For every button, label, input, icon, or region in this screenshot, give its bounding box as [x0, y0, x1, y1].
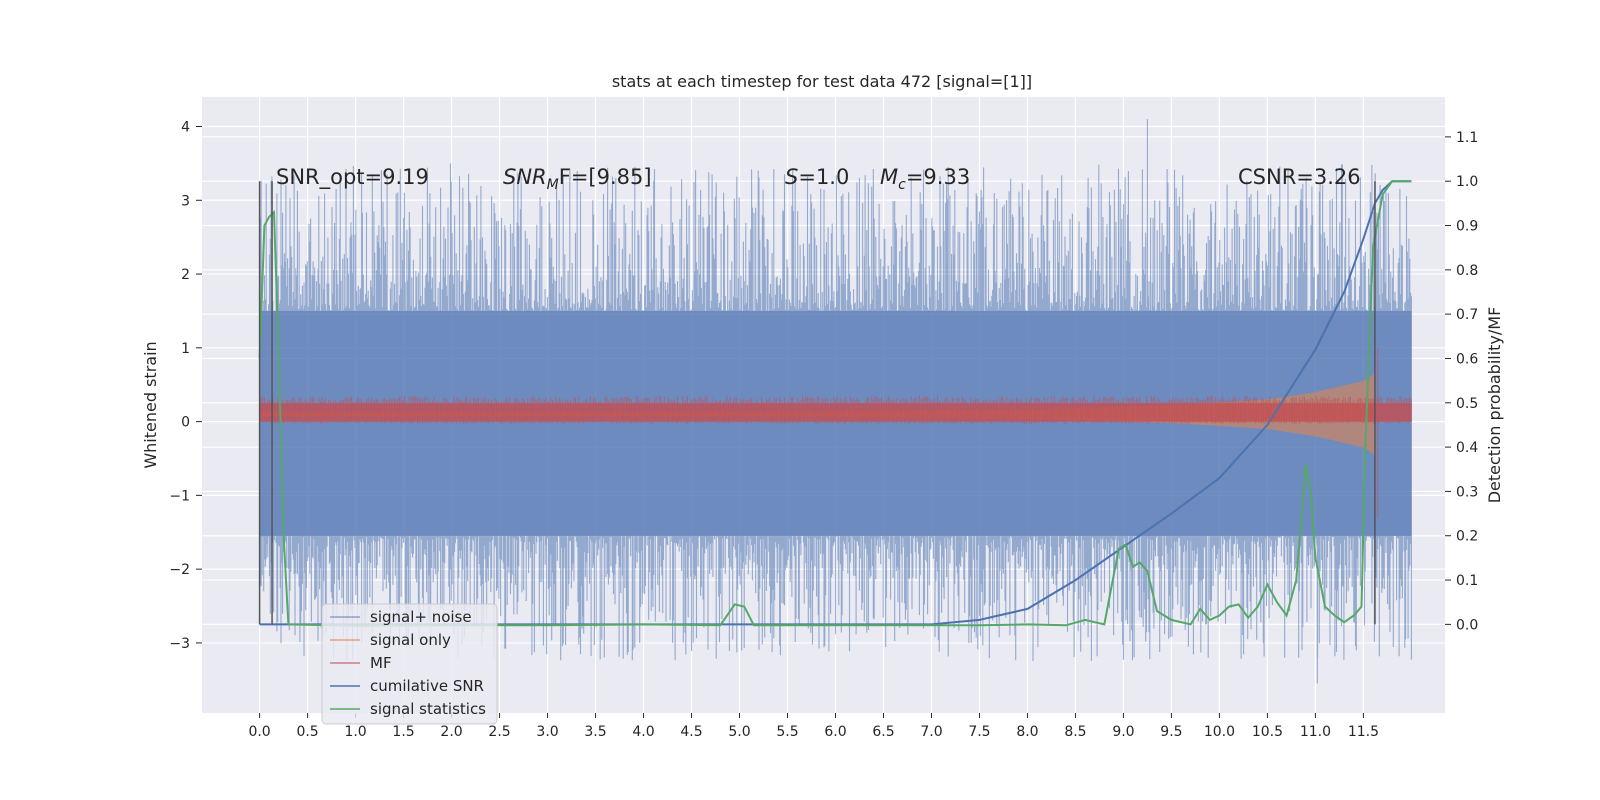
- x-tick-label: 5.0: [728, 724, 750, 740]
- y-tick-label: 2: [181, 267, 190, 283]
- legend-label-signal-statistics: signal statistics: [370, 700, 486, 718]
- x-tick-label: 9.0: [1112, 724, 1134, 740]
- annotation-snr-mf-sub: M: [547, 177, 559, 193]
- series-cumulative-snr: [259, 180, 1412, 626]
- x-tick-label: 9.5: [1160, 724, 1182, 740]
- x-tick-label: 2.0: [440, 724, 462, 740]
- y-tick-label: 4: [181, 120, 190, 136]
- y2-tick-label: 0.5: [1456, 396, 1478, 412]
- legend: signal+ noise signal only MF cumilative …: [321, 603, 498, 725]
- y-tick-label: 0: [181, 415, 190, 431]
- legend-box: [321, 603, 498, 725]
- y2-tick-label: 0.4: [1456, 440, 1478, 456]
- legend-label-mf: MF: [370, 654, 392, 672]
- annotation-snr-mf: SNRMF=[9.85]: [503, 165, 652, 193]
- x-tick-label: 7.0: [920, 724, 942, 740]
- y-axis-label: Whitened strain: [141, 341, 160, 468]
- x-tick-label: 4.0: [632, 724, 654, 740]
- x-tick-label: 3.5: [584, 724, 606, 740]
- y-tick-label: −2: [169, 562, 190, 578]
- y-tick-label: 3: [181, 193, 190, 209]
- annotations: SNR_opt=9.19 SNRMF=[9.85] S=1.0 Mc=9.33 …: [276, 165, 1361, 193]
- y-tick-label: −1: [169, 488, 190, 504]
- x-tick-label: 6.0: [824, 724, 846, 740]
- y2-axis-ticks: 1.1 1.0 0.9 0.8 0.7 0.6 0.5 0.4 0.3 0.2 0.1 0.0: [1445, 130, 1478, 633]
- y2-tick-label: 0.1: [1456, 573, 1478, 589]
- y2-tick-label: 0.3: [1456, 484, 1478, 500]
- annotation-s-rest: =1.0: [798, 165, 849, 189]
- x-tick-label: 10.0: [1204, 724, 1235, 740]
- annotation-mc-rest: =9.33: [906, 165, 970, 189]
- x-tick-label: 1.5: [392, 724, 414, 740]
- chart-title: stats at each timestep for test data 472…: [612, 72, 1032, 91]
- series-layer: [258, 119, 1412, 684]
- annotation-mc: Mc=9.33: [880, 165, 970, 193]
- annotation-csnr: CSNR=3.26: [1238, 165, 1361, 189]
- x-tick-label: 1.0: [344, 724, 366, 740]
- x-tick-label: 11.0: [1300, 724, 1331, 740]
- y2-tick-label: 0.8: [1456, 263, 1478, 279]
- series-signal-statistics: [258, 180, 1412, 627]
- x-tick-label: 2.5: [488, 724, 510, 740]
- x-tick-label: 3.0: [536, 724, 558, 740]
- annotation-s: S=1.0: [785, 165, 849, 189]
- y2-tick-label: 0.9: [1456, 219, 1478, 235]
- y2-tick-label: 0.6: [1456, 351, 1478, 367]
- x-tick-label: 0.5: [296, 724, 318, 740]
- annotation-s-main: S: [785, 165, 798, 189]
- x-tick-label: 5.5: [776, 724, 798, 740]
- x-tick-label: 4.5: [680, 724, 702, 740]
- y-axis-ticks: 4 3 2 1 0 −1 −2 −3: [169, 120, 202, 652]
- x-tick-label: 10.5: [1252, 724, 1283, 740]
- legend-label-signal-only: signal only: [370, 631, 451, 649]
- y2-axis-label: Detection probability/MF: [1485, 307, 1504, 504]
- annotation-snr-opt: SNR_opt=9.19: [276, 165, 429, 190]
- vertical-markers: [258, 181, 1376, 625]
- annotation-snr-mf-main: SNR: [503, 165, 547, 189]
- y2-tick-label: 0.2: [1456, 529, 1478, 545]
- x-tick-label: 6.5: [872, 724, 894, 740]
- signal-statistics-line: [258, 180, 1412, 627]
- x-tick-label: 11.5: [1348, 724, 1379, 740]
- annotation-mc-main: M: [880, 165, 898, 189]
- x-axis-ticks: 0.0 0.5 1.0 1.5 2.0 2.5 3.0 3.5 4.0 4.5 5.0 5.5 6.0 6…: [248, 713, 1379, 740]
- annotation-mc-sub: c: [898, 177, 906, 193]
- annotation-snr-mf-rest: F=[9.85]: [559, 165, 652, 189]
- y2-tick-label: 1.1: [1456, 130, 1478, 146]
- y2-tick-label: 0.0: [1456, 617, 1478, 633]
- legend-label-signal-noise: signal+ noise: [370, 608, 472, 626]
- y2-tick-label: 1.0: [1456, 174, 1478, 190]
- x-tick-label: 0.0: [248, 724, 270, 740]
- x-tick-label: 7.5: [968, 724, 990, 740]
- legend-label-cumulative-snr: cumilative SNR: [370, 677, 484, 695]
- x-tick-label: 8.5: [1064, 724, 1086, 740]
- y2-tick-label: 0.7: [1456, 307, 1478, 323]
- series-mf: [259, 347, 1412, 518]
- x-tick-label: 8.0: [1016, 724, 1038, 740]
- y-tick-label: 1: [181, 341, 190, 357]
- cumulative-snr-line: [259, 180, 1412, 626]
- y-tick-label: −3: [169, 636, 190, 652]
